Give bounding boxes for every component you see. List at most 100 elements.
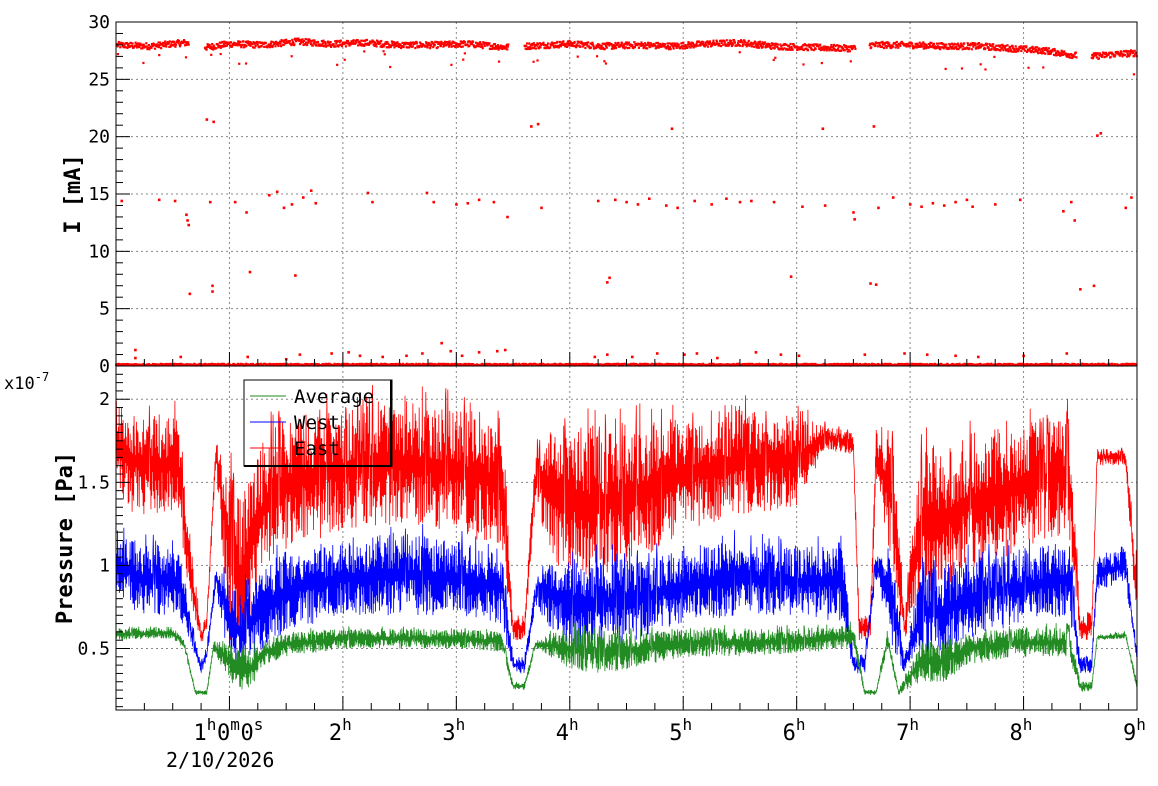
current-point: [935, 42, 939, 45]
current-point: [988, 48, 991, 52]
current-point: [725, 363, 728, 366]
current-point: [758, 42, 761, 45]
current-point: [993, 55, 996, 58]
current-point: [333, 362, 336, 365]
current-point: [1116, 363, 1119, 366]
current-point: [651, 45, 654, 48]
current-point: [932, 42, 936, 45]
current-point: [773, 47, 776, 50]
current-point: [167, 41, 170, 45]
current-point: [441, 42, 445, 45]
current-point: [752, 42, 755, 45]
current-point: [614, 364, 617, 367]
current-point: [558, 44, 561, 47]
current-point: [620, 362, 623, 366]
current-point: [1122, 53, 1125, 56]
current-point: [500, 364, 504, 367]
current-point: [453, 362, 457, 366]
current-point: [850, 364, 853, 367]
current-point: [1038, 47, 1041, 50]
current-point: [748, 44, 751, 47]
current-point: [160, 47, 163, 50]
current-point: [148, 48, 151, 51]
current-point: [219, 46, 222, 49]
current-point: [358, 40, 361, 43]
current-point: [880, 363, 883, 367]
current-point: [1125, 362, 1128, 365]
current-point: [1094, 52, 1097, 55]
current-point: [586, 41, 590, 44]
current-point: [881, 43, 885, 46]
current-point: [419, 42, 423, 45]
current-point: [750, 199, 753, 203]
x-tick-label: 4h: [556, 715, 579, 746]
x-tick-unit: h: [342, 715, 352, 734]
series-line-east: [115, 382, 1138, 648]
current-point: [1092, 52, 1095, 55]
current-point: [208, 43, 211, 47]
current-point: [1041, 49, 1044, 52]
current-point: [554, 44, 557, 47]
current-point: [934, 47, 938, 50]
current-point: [263, 45, 266, 48]
current-point: [306, 362, 309, 366]
current-point: [722, 43, 725, 46]
y-tick-label: 25: [88, 69, 110, 90]
current-point: [622, 46, 625, 49]
current-point: [545, 44, 549, 47]
current-point: [933, 364, 936, 367]
current-point: [227, 42, 230, 45]
current-point: [277, 44, 280, 48]
current-point: [1060, 49, 1063, 52]
current-point: [466, 43, 469, 46]
current-point: [731, 43, 734, 46]
current-point: [535, 44, 538, 47]
current-point: [403, 43, 406, 46]
current-point: [885, 46, 888, 49]
current-point: [129, 42, 133, 45]
current-point: [175, 362, 178, 366]
current-point: [772, 58, 775, 62]
current-point: [808, 45, 811, 49]
current-point: [165, 45, 168, 48]
current-point: [161, 44, 164, 47]
current-point: [363, 50, 366, 53]
current-point: [977, 47, 980, 50]
current-point: [586, 363, 589, 367]
current-point: [670, 44, 673, 47]
current-point: [244, 62, 248, 65]
current-point: [290, 203, 294, 206]
current-point: [695, 42, 698, 45]
current-point: [706, 40, 709, 43]
current-point: [685, 44, 688, 48]
current-point: [966, 42, 969, 45]
current-point: [428, 42, 431, 45]
current-point: [454, 45, 457, 49]
current-point: [747, 362, 750, 365]
current-point: [738, 200, 742, 204]
current-point: [271, 364, 274, 367]
current-point: [492, 364, 495, 367]
current-point: [1062, 53, 1065, 56]
current-point: [658, 42, 661, 46]
current-point: [315, 363, 318, 366]
current-point: [1125, 50, 1128, 53]
current-point: [1051, 50, 1054, 53]
current-point: [658, 362, 662, 365]
current-point: [605, 364, 608, 367]
current-point: [967, 43, 970, 47]
current-point: [290, 55, 293, 58]
current-point: [1064, 362, 1067, 365]
current-point: [610, 43, 613, 46]
current-point: [920, 205, 923, 209]
current-point: [451, 42, 454, 45]
current-point: [600, 44, 603, 48]
current-point: [770, 47, 773, 50]
current-point: [1031, 45, 1034, 48]
current-point: [1066, 53, 1069, 56]
current-point: [1019, 46, 1022, 50]
current-point: [976, 355, 980, 359]
current-point: [482, 41, 485, 44]
current-point: [614, 46, 618, 50]
current-point: [556, 40, 559, 44]
